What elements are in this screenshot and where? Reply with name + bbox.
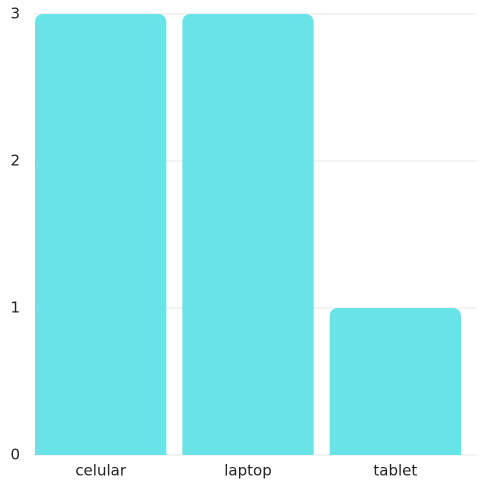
x-axis-tick-labels: celular laptop tablet xyxy=(75,462,417,480)
x-tick-label-celular: celular xyxy=(75,462,127,480)
bar-tablet xyxy=(329,308,461,455)
bar-celular xyxy=(35,14,167,455)
bar-laptop xyxy=(182,14,314,455)
x-tick-label-laptop: laptop xyxy=(224,462,271,480)
y-tick-label: 2 xyxy=(10,152,20,170)
y-tick-label: 0 xyxy=(10,446,20,464)
x-tick-label-tablet: tablet xyxy=(373,462,417,480)
y-axis-tick-labels: 0 1 2 3 xyxy=(10,5,20,464)
y-tick-label: 1 xyxy=(10,299,20,317)
y-tick-label: 3 xyxy=(10,5,20,23)
bars xyxy=(35,14,461,455)
